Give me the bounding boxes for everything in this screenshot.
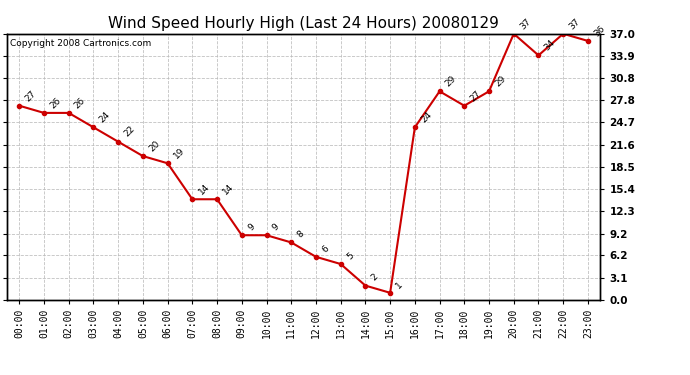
Text: 2: 2 bbox=[370, 273, 380, 283]
Text: 19: 19 bbox=[172, 146, 186, 160]
Text: 27: 27 bbox=[23, 88, 38, 103]
Text: 20: 20 bbox=[147, 139, 161, 153]
Text: 37: 37 bbox=[518, 16, 533, 31]
Text: 5: 5 bbox=[345, 251, 355, 261]
Text: 8: 8 bbox=[295, 229, 306, 240]
Text: 14: 14 bbox=[197, 182, 211, 196]
Text: 24: 24 bbox=[97, 110, 112, 125]
Text: 1: 1 bbox=[394, 280, 405, 290]
Text: 26: 26 bbox=[73, 96, 88, 110]
Text: 9: 9 bbox=[270, 222, 281, 232]
Title: Wind Speed Hourly High (Last 24 Hours) 20080129: Wind Speed Hourly High (Last 24 Hours) 2… bbox=[108, 16, 499, 31]
Text: 37: 37 bbox=[567, 16, 582, 31]
Text: Copyright 2008 Cartronics.com: Copyright 2008 Cartronics.com bbox=[10, 39, 151, 48]
Text: 14: 14 bbox=[221, 182, 236, 196]
Text: 29: 29 bbox=[444, 74, 458, 88]
Text: 34: 34 bbox=[542, 38, 557, 53]
Text: 29: 29 bbox=[493, 74, 508, 88]
Text: 27: 27 bbox=[469, 88, 483, 103]
Text: 6: 6 bbox=[320, 244, 331, 254]
Text: 24: 24 bbox=[419, 110, 433, 125]
Text: 36: 36 bbox=[592, 24, 607, 38]
Text: 22: 22 bbox=[122, 124, 137, 139]
Text: 9: 9 bbox=[246, 222, 257, 232]
Text: 26: 26 bbox=[48, 96, 63, 110]
